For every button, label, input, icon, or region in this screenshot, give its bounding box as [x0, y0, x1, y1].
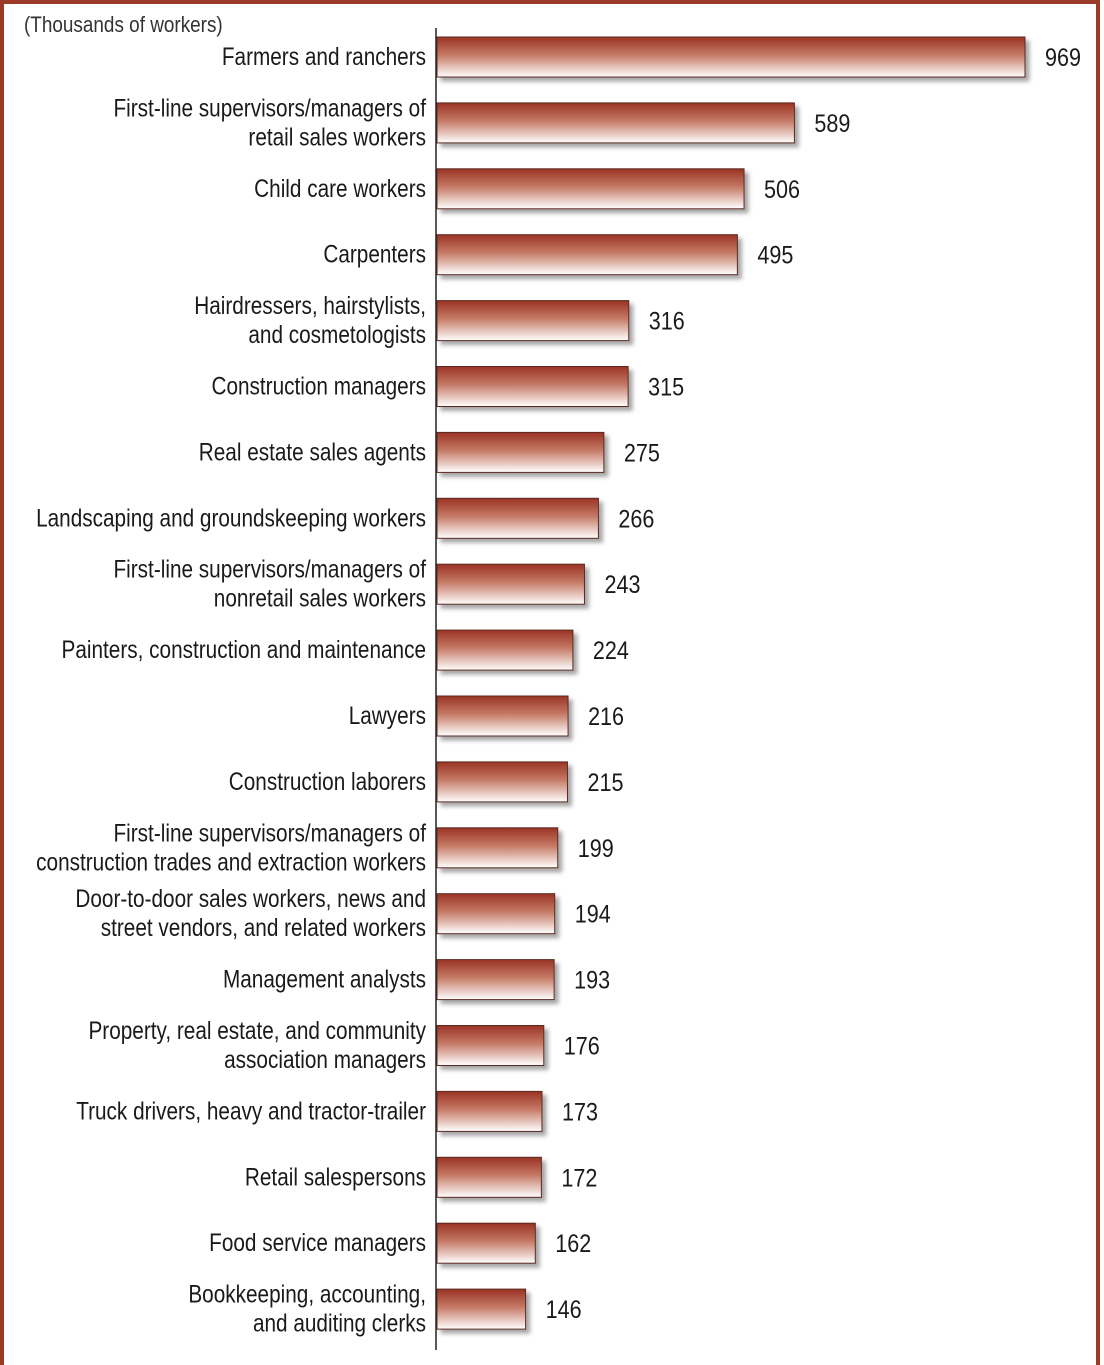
- category-label-7: Landscaping and groundskeeping workers: [36, 504, 426, 532]
- bar-2: [436, 168, 745, 210]
- bar-8: [436, 563, 585, 605]
- category-label-2: Child care workers: [254, 175, 426, 203]
- value-label-10: 216: [588, 703, 624, 731]
- value-label-11: 215: [587, 769, 623, 797]
- unit-label: (Thousands of workers): [24, 12, 223, 37]
- category-label-0: Farmers and ranchers: [222, 43, 426, 71]
- bar-11: [436, 761, 568, 803]
- bar-12: [436, 827, 559, 869]
- category-label-12-line-1: construction trades and extraction worke…: [36, 848, 426, 876]
- category-label-15-line-1: association managers: [224, 1046, 426, 1074]
- bar-5: [436, 366, 629, 407]
- category-label-9: Painters, construction and maintenance: [62, 636, 426, 664]
- category-label-14: Management analysts: [223, 966, 426, 994]
- value-label-5: 315: [648, 374, 684, 402]
- category-label-11: Construction laborers: [229, 768, 426, 796]
- category-label-6: Real estate sales agents: [199, 438, 426, 466]
- category-label-19-line-1: and auditing clerks: [253, 1310, 426, 1338]
- bar-6: [436, 431, 605, 473]
- category-label-8-line-0: First-line supervisors/managers of: [113, 556, 426, 584]
- value-label-3: 495: [757, 242, 793, 270]
- value-label-0: 969: [1045, 44, 1081, 72]
- bar-16: [436, 1090, 543, 1132]
- category-label-10: Lawyers: [349, 702, 426, 730]
- bar-17: [436, 1156, 542, 1198]
- value-label-19: 146: [546, 1296, 582, 1324]
- category-label-3: Carpenters: [323, 241, 426, 269]
- category-label-4-line-1: and cosmetologists: [248, 321, 426, 349]
- bar-13: [436, 893, 556, 935]
- bar-4: [436, 300, 630, 342]
- category-labels-group: Farmers and ranchers First-line superviso…: [36, 43, 426, 1338]
- bar-0: [436, 36, 1026, 78]
- bar-7: [436, 497, 599, 539]
- bars-group: [436, 36, 1026, 1330]
- value-label-16: 173: [562, 1098, 598, 1126]
- category-label-19-line-0: Bookkeeping, accounting,: [188, 1281, 426, 1309]
- bar-14: [436, 959, 555, 1001]
- bar-1: [436, 102, 795, 144]
- bar-3: [436, 234, 738, 276]
- bar-10: [436, 695, 569, 737]
- value-labels-group: 969 589 506 495 316 315 275 266 243 224 216 215 199 1…: [546, 44, 1081, 1324]
- value-label-2: 506: [764, 176, 800, 204]
- value-label-15: 176: [564, 1033, 600, 1061]
- category-label-1-line-1: retail sales workers: [248, 123, 426, 151]
- value-label-9: 224: [593, 637, 629, 665]
- value-label-14: 193: [574, 967, 610, 995]
- bar-19: [436, 1288, 527, 1330]
- category-label-16: Truck drivers, heavy and tractor-trailer: [76, 1097, 426, 1125]
- category-label-4-line-0: Hairdressers, hairstylists,: [194, 292, 426, 320]
- category-label-17: Retail salespersons: [245, 1163, 426, 1191]
- bar-9: [436, 629, 574, 671]
- bar-18: [436, 1222, 536, 1264]
- value-label-4: 316: [649, 308, 685, 336]
- value-label-13: 194: [575, 901, 611, 929]
- value-label-7: 266: [618, 505, 654, 533]
- value-label-18: 162: [555, 1230, 591, 1258]
- category-label-1-line-0: First-line supervisors/managers of: [113, 94, 426, 122]
- category-label-13-line-1: street vendors, and related workers: [101, 914, 426, 942]
- category-label-5: Construction managers: [211, 373, 426, 401]
- category-label-18: Food service managers: [209, 1229, 426, 1257]
- value-label-17: 172: [561, 1164, 597, 1192]
- category-label-12-line-0: First-line supervisors/managers of: [113, 819, 426, 847]
- category-label-8-line-1: nonretail sales workers: [214, 585, 426, 613]
- value-label-12: 199: [578, 835, 614, 863]
- category-label-15-line-0: Property, real estate, and community: [88, 1017, 426, 1045]
- category-label-13-line-0: Door-to-door sales workers, news and: [75, 885, 426, 913]
- value-label-6: 275: [624, 439, 660, 467]
- value-label-1: 589: [814, 110, 850, 138]
- bar-15: [436, 1025, 545, 1066]
- value-label-8: 243: [604, 571, 640, 599]
